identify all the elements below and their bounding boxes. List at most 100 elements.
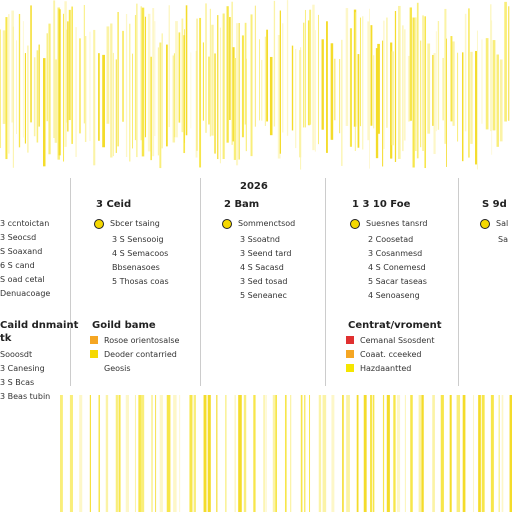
stripe: [16, 40, 18, 135]
stripe: [67, 21, 69, 132]
item: Denuacoage: [0, 289, 51, 298]
stripe: [134, 15, 137, 141]
stripe: [456, 395, 461, 512]
item: Bbsenasoes: [112, 263, 160, 272]
column-title: S 9d: [482, 199, 507, 210]
bullet: [350, 219, 360, 229]
stripe: [359, 17, 361, 127]
stripe: [117, 12, 119, 147]
stripe: [140, 6, 142, 141]
legend-label: Cemanal Ssosdent: [360, 336, 435, 345]
item: 6 S cand: [0, 261, 35, 270]
item: 5 Thosas coas: [112, 277, 169, 286]
item: 4 S Sacasd: [240, 263, 284, 272]
stripe: [279, 10, 281, 154]
legend-swatch: [90, 336, 98, 344]
stripe: [166, 395, 171, 512]
stripe: [115, 395, 118, 512]
stripe: [79, 395, 83, 512]
stripe: [382, 40, 384, 167]
legend-label: Coaat. cceeked: [360, 350, 422, 359]
stripe: [261, 59, 263, 121]
stripe: [173, 395, 177, 512]
stripe: [231, 1, 233, 145]
stripe: [211, 24, 214, 136]
stripe: [241, 35, 244, 138]
stripe: [183, 35, 186, 154]
stripe: [452, 41, 455, 126]
stripe: [254, 5, 256, 127]
stripe: [277, 34, 281, 159]
stripe: [5, 17, 8, 160]
stripe: [264, 36, 266, 126]
stripe: [382, 395, 385, 512]
stripe: [102, 54, 105, 148]
stripe: [22, 21, 24, 138]
item: 5 Seneanec: [240, 291, 287, 300]
section-subheading: tk: [0, 333, 12, 344]
stripe: [196, 18, 198, 151]
legend-label: Deoder contarried: [104, 350, 177, 359]
stripe: [226, 6, 229, 143]
stripe: [373, 395, 375, 512]
stripe: [304, 395, 306, 512]
stripe: [222, 13, 225, 160]
stripe: [30, 5, 32, 123]
section-heading: Goild bame: [92, 320, 156, 331]
item: 5 Sacar taseas: [368, 277, 427, 286]
stripe: [491, 20, 493, 155]
stripe: [134, 395, 136, 512]
stripe: [354, 12, 356, 152]
separator: [70, 178, 71, 386]
legend-label: Hazdaantted: [360, 364, 412, 373]
stripe: [229, 17, 231, 121]
stripe: [189, 395, 193, 512]
stripe: [427, 43, 431, 134]
item: 3 Seend tard: [240, 249, 292, 258]
stripe: [370, 25, 373, 126]
stripe: [414, 17, 417, 151]
stripe: [478, 395, 481, 512]
stripe: [179, 395, 181, 512]
stripe: [238, 395, 242, 512]
stripe: [421, 395, 424, 512]
stripe: [290, 395, 292, 512]
stripe: [410, 395, 413, 512]
stripe: [383, 20, 385, 149]
stripe: [225, 395, 227, 512]
stripe: [424, 16, 426, 169]
item: Sal: [496, 219, 509, 228]
stripe: [205, 3, 207, 133]
column-title: 2 Bam: [224, 199, 260, 210]
stripe: [216, 395, 218, 512]
stripe: [300, 47, 302, 170]
item: 3 Ssoatnd: [240, 235, 280, 244]
stripe: [193, 395, 196, 512]
stripe: [269, 56, 273, 136]
stripe: [444, 8, 447, 144]
stripe: [60, 395, 63, 512]
item: Sommenctsod: [238, 219, 296, 228]
stripe: [450, 36, 453, 122]
stripe: [79, 38, 81, 134]
stripe: [69, 395, 73, 512]
stripe: [433, 53, 436, 154]
stripe: [345, 8, 349, 126]
stripe: [140, 395, 145, 512]
stripe: [93, 29, 96, 166]
item: 3 Cosanmesd: [368, 249, 423, 258]
stripe: [54, 59, 58, 143]
stripe: [322, 395, 327, 512]
stripe: [68, 9, 71, 121]
stripe: [398, 5, 401, 159]
stripe: [214, 53, 216, 154]
stripe: [154, 21, 156, 137]
item: 4 S Semacoos: [112, 249, 169, 258]
stripe: [468, 8, 470, 158]
stripe: [38, 44, 40, 127]
stripe: [470, 51, 473, 144]
stripe: [159, 42, 162, 169]
stripe: [151, 395, 153, 512]
stripe: [250, 14, 253, 157]
stripe: [178, 32, 181, 123]
